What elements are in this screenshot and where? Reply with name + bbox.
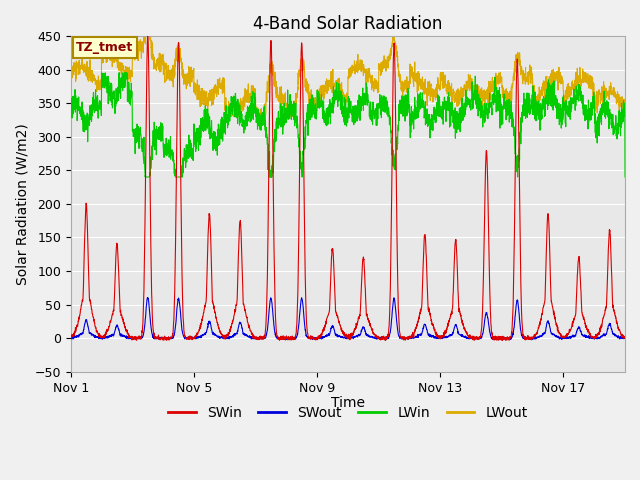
Y-axis label: Solar Radiation (W/m2): Solar Radiation (W/m2) [15,123,29,285]
Title: 4-Band Solar Radiation: 4-Band Solar Radiation [253,15,443,33]
X-axis label: Time: Time [331,396,365,410]
Legend: SWin, SWout, LWin, LWout: SWin, SWout, LWin, LWout [163,400,533,425]
Text: TZ_tmet: TZ_tmet [76,41,134,54]
